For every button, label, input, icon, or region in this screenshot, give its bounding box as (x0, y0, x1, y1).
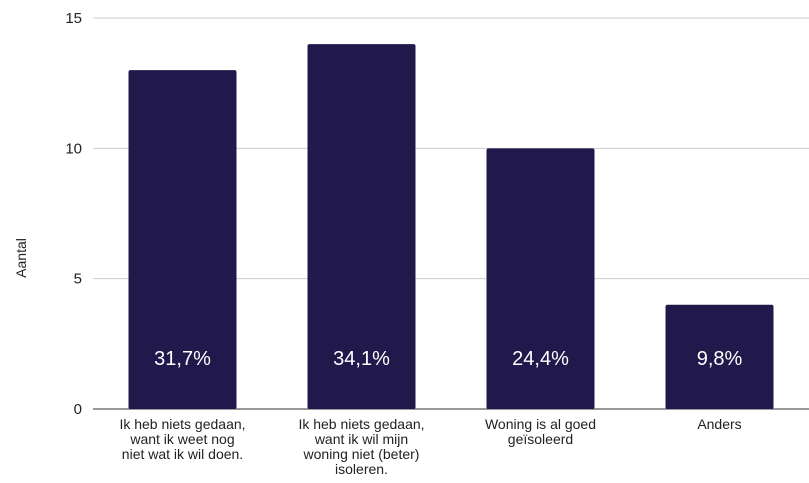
bar-data-label: 34,1% (333, 348, 390, 370)
y-tick-labels: 0 5 10 15 (65, 10, 82, 418)
y-tick-label: 15 (65, 10, 82, 27)
category-label-line: isoleren. (335, 461, 388, 477)
category-label-line: geïsoleerd (508, 431, 573, 447)
category-label: Ik heb niets gedaan, want ik weet nog niet… (119, 416, 245, 462)
bar-data-label: 31,7% (154, 348, 211, 370)
bars: 31,7% 34,1% 24,4% 9,8% (128, 44, 774, 410)
bar (307, 44, 416, 410)
bar (486, 148, 595, 410)
category-label: Ik heb niets gedaan, want ik wil mijn woni… (298, 416, 424, 477)
bar-data-label: 9,8% (697, 348, 743, 370)
category-label-line: want ik weet nog (129, 431, 234, 447)
category-label-line: Ik heb niets gedaan, (119, 416, 245, 432)
category-labels: Ik heb niets gedaan, want ik weet nog niet… (119, 416, 741, 477)
bar (128, 70, 237, 409)
category-label-line: woning niet (beter) (303, 446, 420, 462)
category-label: Anders (697, 416, 741, 432)
y-tick-label: 10 (65, 140, 82, 157)
bar (665, 304, 774, 409)
category-label-line: niet wat ik wil doen. (122, 446, 243, 462)
y-tick-label: 0 (74, 401, 82, 418)
bar-data-label: 24,4% (512, 348, 569, 370)
category-label-line: want ik wil mijn (314, 431, 408, 447)
category-label-line: Ik heb niets gedaan, (298, 416, 424, 432)
category-label: Woning is al goed geïsoleerd (485, 416, 596, 447)
category-label-line: Anders (697, 416, 741, 432)
y-axis-label: Aantal (13, 238, 29, 278)
category-label-line: Woning is al goed (485, 416, 596, 432)
y-tick-label: 5 (74, 271, 82, 288)
